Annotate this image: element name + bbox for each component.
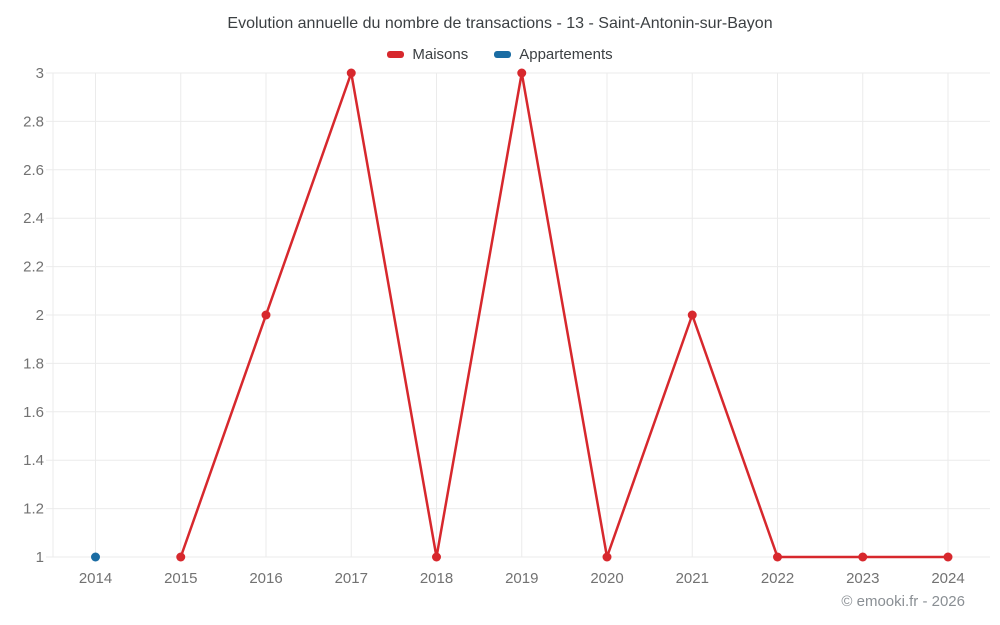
y-tick-label: 2: [36, 307, 44, 324]
y-tick-label: 1.6: [23, 404, 44, 421]
chart-title: Evolution annuelle du nombre de transact…: [227, 15, 773, 32]
legend-item-appartements[interactable]: Appartements: [494, 46, 613, 63]
x-tick-label: 2021: [676, 570, 709, 587]
data-point-maisons-2021[interactable]: [687, 310, 697, 320]
x-tick-label: 2023: [846, 570, 879, 587]
legend-swatch-appartements-icon: [494, 51, 512, 58]
x-tick-label: 2024: [931, 570, 964, 587]
legend: Maisons Appartements: [0, 46, 1000, 63]
y-tick-label: 3: [36, 65, 44, 82]
data-point-maisons-2020[interactable]: [602, 552, 612, 562]
y-tick-label: 2.6: [23, 162, 44, 179]
data-point-maisons-2017[interactable]: [346, 68, 356, 78]
legend-item-maisons[interactable]: Maisons: [387, 46, 468, 63]
data-point-maisons-2024[interactable]: [943, 552, 953, 562]
x-tick-label: 2015: [164, 570, 197, 587]
x-tick-label: 2014: [79, 570, 112, 587]
data-point-maisons-2018[interactable]: [432, 552, 441, 562]
data-point-maisons-2016[interactable]: [261, 310, 271, 320]
data-point-maisons-2019[interactable]: [517, 68, 527, 78]
x-tick-label: 2017: [335, 570, 368, 587]
y-tick-label: 1.8: [23, 355, 44, 372]
series-line-maisons: [179, 71, 948, 559]
y-tick-label: 2.2: [23, 259, 44, 276]
y-tick-label: 2.8: [23, 113, 44, 130]
y-tick-label: 2.4: [23, 210, 44, 227]
x-tick-label: 2020: [590, 570, 623, 587]
data-point-maisons-2023[interactable]: [858, 552, 868, 562]
legend-label-appartements: Appartements: [519, 46, 613, 63]
y-tick-label: 1: [36, 549, 44, 566]
legend-swatch-maisons-icon: [387, 51, 405, 58]
legend-label-maisons: Maisons: [412, 46, 469, 63]
x-tick-label: 2019: [505, 570, 538, 587]
copyright: © emooki.fr - 2026: [841, 593, 965, 610]
x-tick-label: 2016: [249, 570, 282, 587]
x-tick-label: 2018: [420, 570, 453, 587]
y-tick-label: 1.2: [23, 501, 44, 518]
data-point-maisons-2015[interactable]: [176, 552, 186, 562]
data-point-maisons-2022[interactable]: [773, 552, 782, 562]
x-tick-label: 2022: [761, 570, 794, 587]
data-point-appartements-2014[interactable]: [91, 552, 100, 562]
y-tick-label: 1.4: [23, 452, 44, 469]
